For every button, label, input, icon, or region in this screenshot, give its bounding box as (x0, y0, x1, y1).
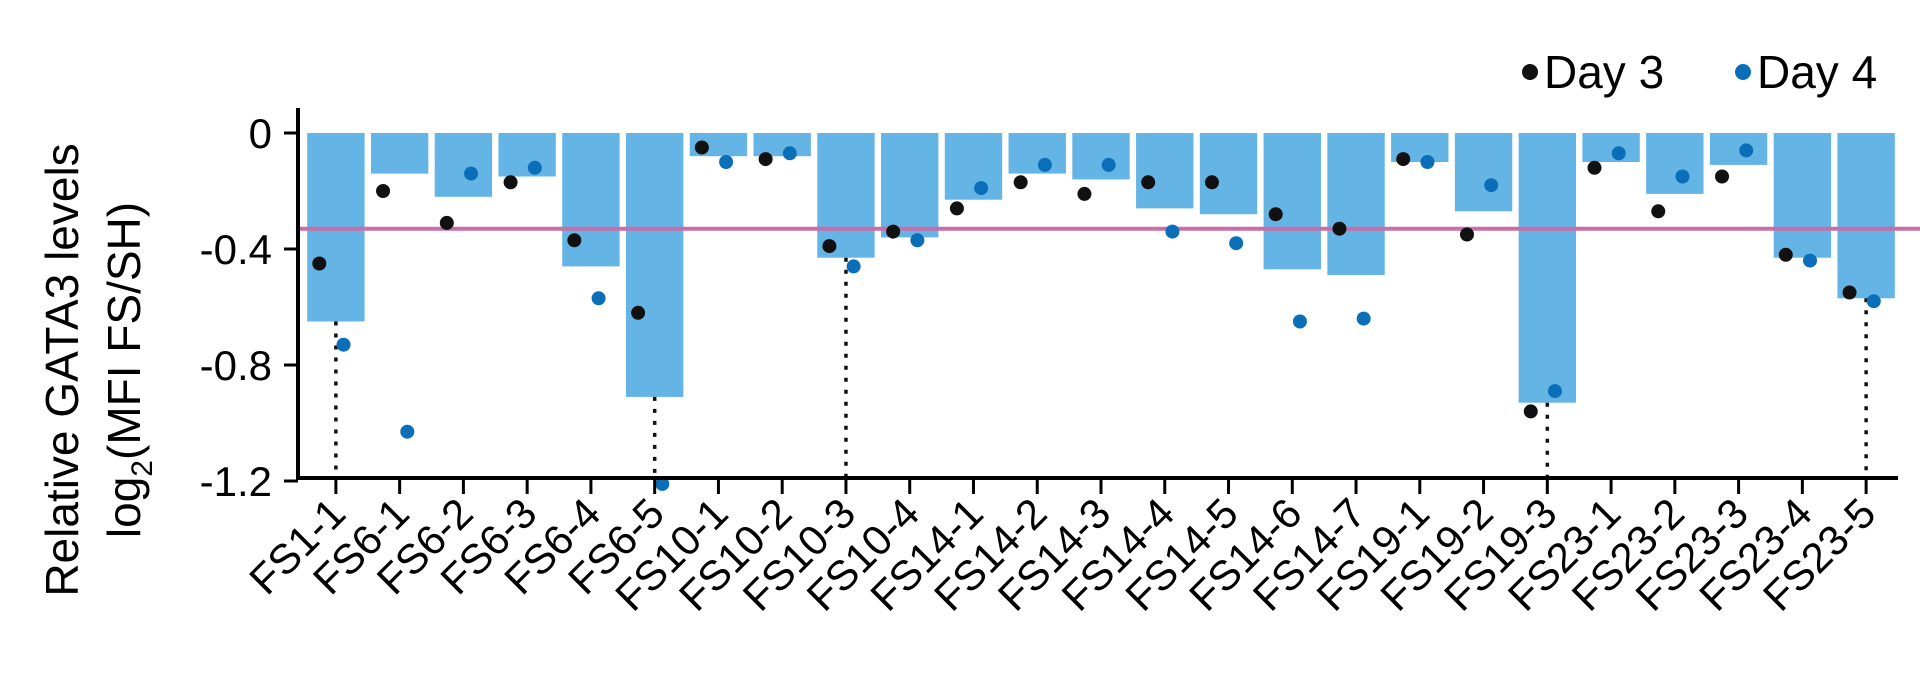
point-day-4-FS6-5 (655, 476, 670, 491)
point-day-3-FS23-4 (1778, 247, 1793, 262)
point-day-4-FS10-1 (719, 155, 734, 169)
bars-group (307, 133, 1895, 403)
point-day-3-FS14-7 (1332, 221, 1347, 236)
point-day-3-FS19-3 (1523, 404, 1538, 419)
bar-FS23-2 (1646, 133, 1704, 194)
y-axis-title-line1: Relative GATA3 levels (36, 143, 88, 596)
point-day-4-FS23-4 (1803, 253, 1818, 268)
y-tick-label: -0.8 (200, 342, 272, 389)
y-axis-title-line2: log2(MFI FS/SH) (98, 202, 159, 538)
legend: Day 3 Day 4 (1522, 46, 1877, 98)
point-day-3-FS14-3 (1077, 186, 1092, 201)
point-day-3-FS19-1 (1396, 152, 1411, 167)
point-day-3-FS10-2 (758, 152, 773, 167)
point-day-4-FS1-1 (336, 337, 351, 352)
point-day-4-FS10-2 (782, 146, 797, 161)
x-tick-labels: FS1-1FS6-1FS6-2FS6-3FS6-4FS6-5FS10-1FS10… (240, 489, 1884, 620)
y-axis-title: Relative GATA3 levels log2(MFI FS/SH) (36, 143, 159, 596)
point-day-4-FS14-5 (1229, 236, 1244, 251)
bar-FS23-1 (1582, 133, 1640, 162)
point-day-4-FS6-2 (464, 166, 479, 181)
bar-FS19-3 (1518, 133, 1577, 403)
point-day-4-FS6-4 (591, 291, 606, 306)
point-day-3-FS23-5 (1842, 285, 1857, 300)
point-day-3-FS14-2 (1013, 175, 1028, 190)
point-day-3-FS23-3 (1715, 169, 1730, 184)
point-day-3-FS14-4 (1141, 175, 1156, 190)
point-day-4-FS23-3 (1739, 143, 1754, 158)
point-day-4-FS23-2 (1675, 169, 1690, 184)
legend-marker-day-3 (1522, 64, 1538, 80)
bar-FS19-2 (1454, 133, 1513, 212)
axes-group: 0 -0.4 -0.8 -1.2 (200, 108, 1898, 505)
point-day-3-FS6-1 (376, 184, 391, 198)
y-tick-label: -0.4 (200, 226, 272, 273)
point-day-4-FS14-1 (974, 181, 989, 196)
point-day-3-FS6-4 (567, 233, 582, 248)
legend-label-day-3: Day 3 (1544, 46, 1664, 98)
bar-FS14-7 (1327, 133, 1385, 276)
bar-FS6-3 (498, 133, 556, 177)
point-day-4-FS14-6 (1292, 314, 1307, 329)
legend-label-day-4: Day 4 (1757, 46, 1877, 98)
bar-FS14-4 (1136, 133, 1194, 209)
dotted-lines-group (334, 257, 1868, 478)
point-day-4-FS19-2 (1484, 178, 1499, 193)
bar-FS10-2 (753, 133, 811, 157)
bar-FS14-1 (944, 133, 1003, 200)
legend-marker-day-4 (1735, 64, 1751, 80)
point-day-3-FS23-1 (1587, 160, 1602, 175)
point-day-4-FS23-5 (1866, 294, 1881, 309)
bar-FS23-3 (1709, 133, 1768, 165)
point-day-3-FS10-1 (694, 140, 709, 155)
point-day-3-FS6-2 (439, 215, 454, 230)
y-tick-label: 0 (249, 110, 272, 157)
bar-FS14-5 (1199, 133, 1258, 215)
bar-FS6-2 (434, 133, 493, 197)
point-day-3-FS14-5 (1204, 175, 1219, 190)
point-day-4-FS14-7 (1356, 311, 1371, 326)
point-day-3-FS14-6 (1268, 207, 1283, 222)
point-day-3-FS23-2 (1651, 204, 1666, 219)
points-group (312, 140, 1881, 491)
point-day-4-FS10-3 (846, 259, 861, 274)
bar-FS14-6 (1263, 133, 1321, 270)
bar-FS23-5 (1837, 133, 1895, 299)
point-day-3-FS6-3 (503, 175, 518, 190)
point-day-4-FS10-4 (910, 233, 925, 248)
bar-FS6-1 (370, 133, 429, 174)
bar-FS14-3 (1072, 133, 1130, 180)
point-day-4-FS14-4 (1165, 224, 1180, 239)
bar-FS6-5 (625, 133, 684, 397)
point-day-3-FS10-4 (886, 224, 901, 239)
point-day-4-FS14-2 (1037, 157, 1052, 172)
point-day-4-FS6-3 (527, 160, 542, 175)
y-tick-label: -1.2 (200, 458, 272, 505)
bar-FS10-3 (817, 133, 875, 258)
point-day-4-FS19-1 (1420, 155, 1435, 169)
point-day-3-FS14-1 (949, 201, 964, 216)
point-day-4-FS6-1 (400, 424, 415, 439)
point-day-4-FS19-3 (1547, 384, 1562, 399)
bar-FS14-2 (1008, 133, 1066, 174)
point-day-3-FS1-1 (312, 256, 327, 271)
bar-FS6-4 (562, 133, 620, 267)
point-day-4-FS14-3 (1101, 157, 1116, 172)
bar-FS10-4 (881, 133, 939, 238)
point-day-3-FS10-3 (822, 239, 837, 254)
point-day-3-FS19-2 (1459, 227, 1474, 242)
bar-FS23-4 (1773, 133, 1832, 258)
point-day-4-FS23-1 (1611, 146, 1626, 161)
point-day-3-FS6-5 (631, 305, 646, 320)
